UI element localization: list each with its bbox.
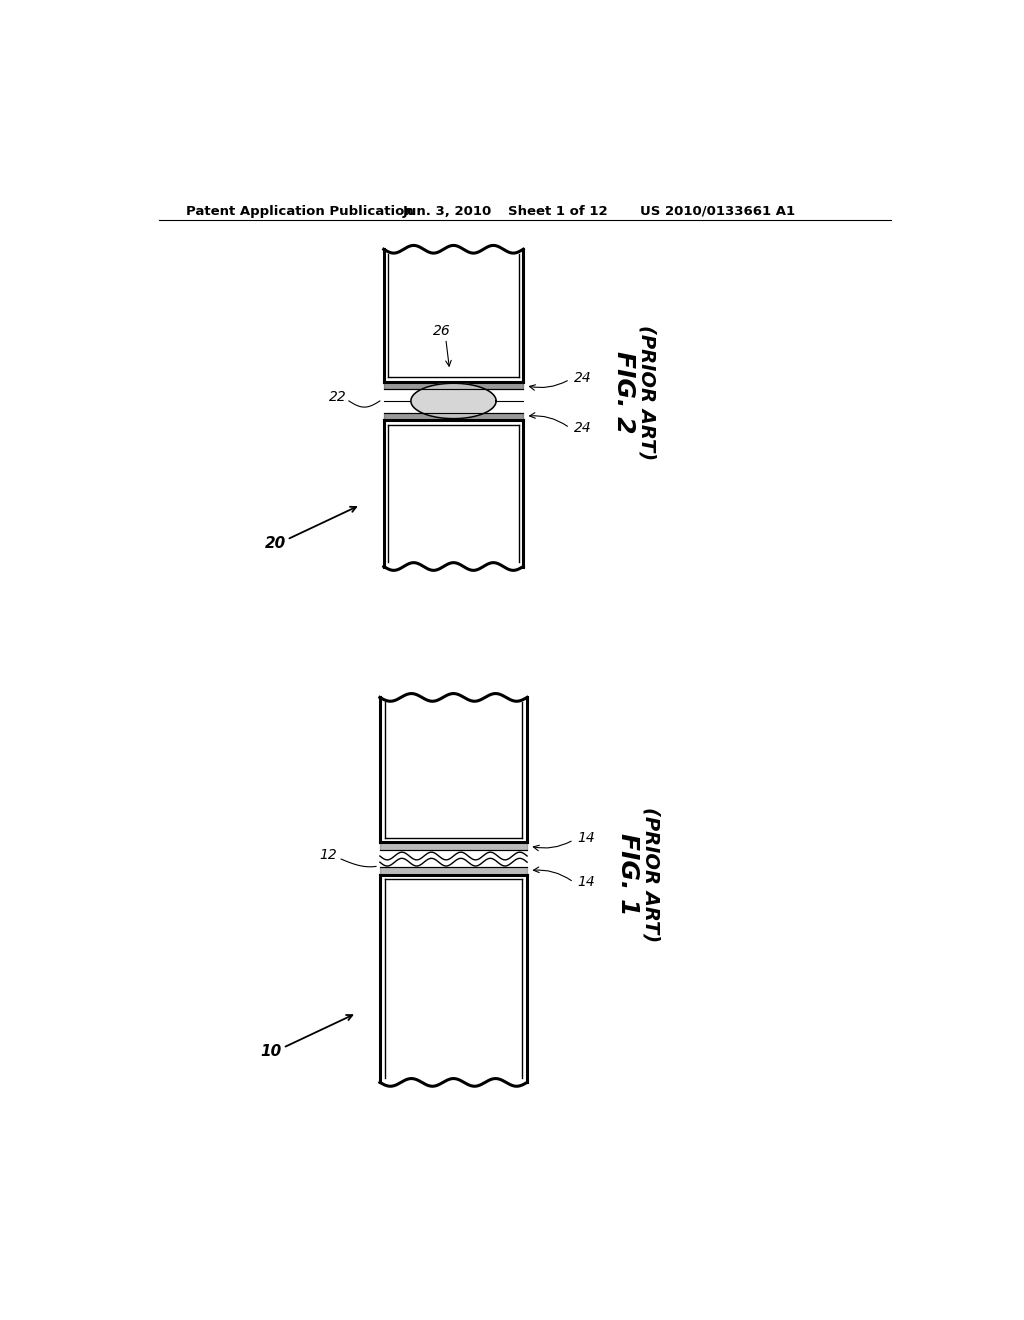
Text: (PRIOR ART): (PRIOR ART) bbox=[638, 325, 656, 461]
Text: 20: 20 bbox=[264, 536, 286, 550]
Text: 22: 22 bbox=[329, 391, 346, 404]
Text: 14: 14 bbox=[578, 875, 595, 890]
Text: Sheet 1 of 12: Sheet 1 of 12 bbox=[508, 205, 607, 218]
Text: FIG. 1: FIG. 1 bbox=[615, 833, 640, 916]
Text: 10: 10 bbox=[261, 1044, 282, 1059]
Text: 24: 24 bbox=[573, 421, 592, 434]
Text: 12: 12 bbox=[319, 849, 337, 862]
Text: Patent Application Publication: Patent Application Publication bbox=[186, 205, 414, 218]
Text: 14: 14 bbox=[578, 832, 595, 845]
Text: US 2010/0133661 A1: US 2010/0133661 A1 bbox=[640, 205, 795, 218]
Polygon shape bbox=[411, 383, 496, 418]
Text: 24: 24 bbox=[573, 371, 592, 385]
Text: Jun. 3, 2010: Jun. 3, 2010 bbox=[403, 205, 493, 218]
Text: FIG. 2: FIG. 2 bbox=[612, 351, 636, 434]
Text: (PRIOR ART): (PRIOR ART) bbox=[642, 807, 660, 942]
Text: 26: 26 bbox=[433, 323, 451, 338]
